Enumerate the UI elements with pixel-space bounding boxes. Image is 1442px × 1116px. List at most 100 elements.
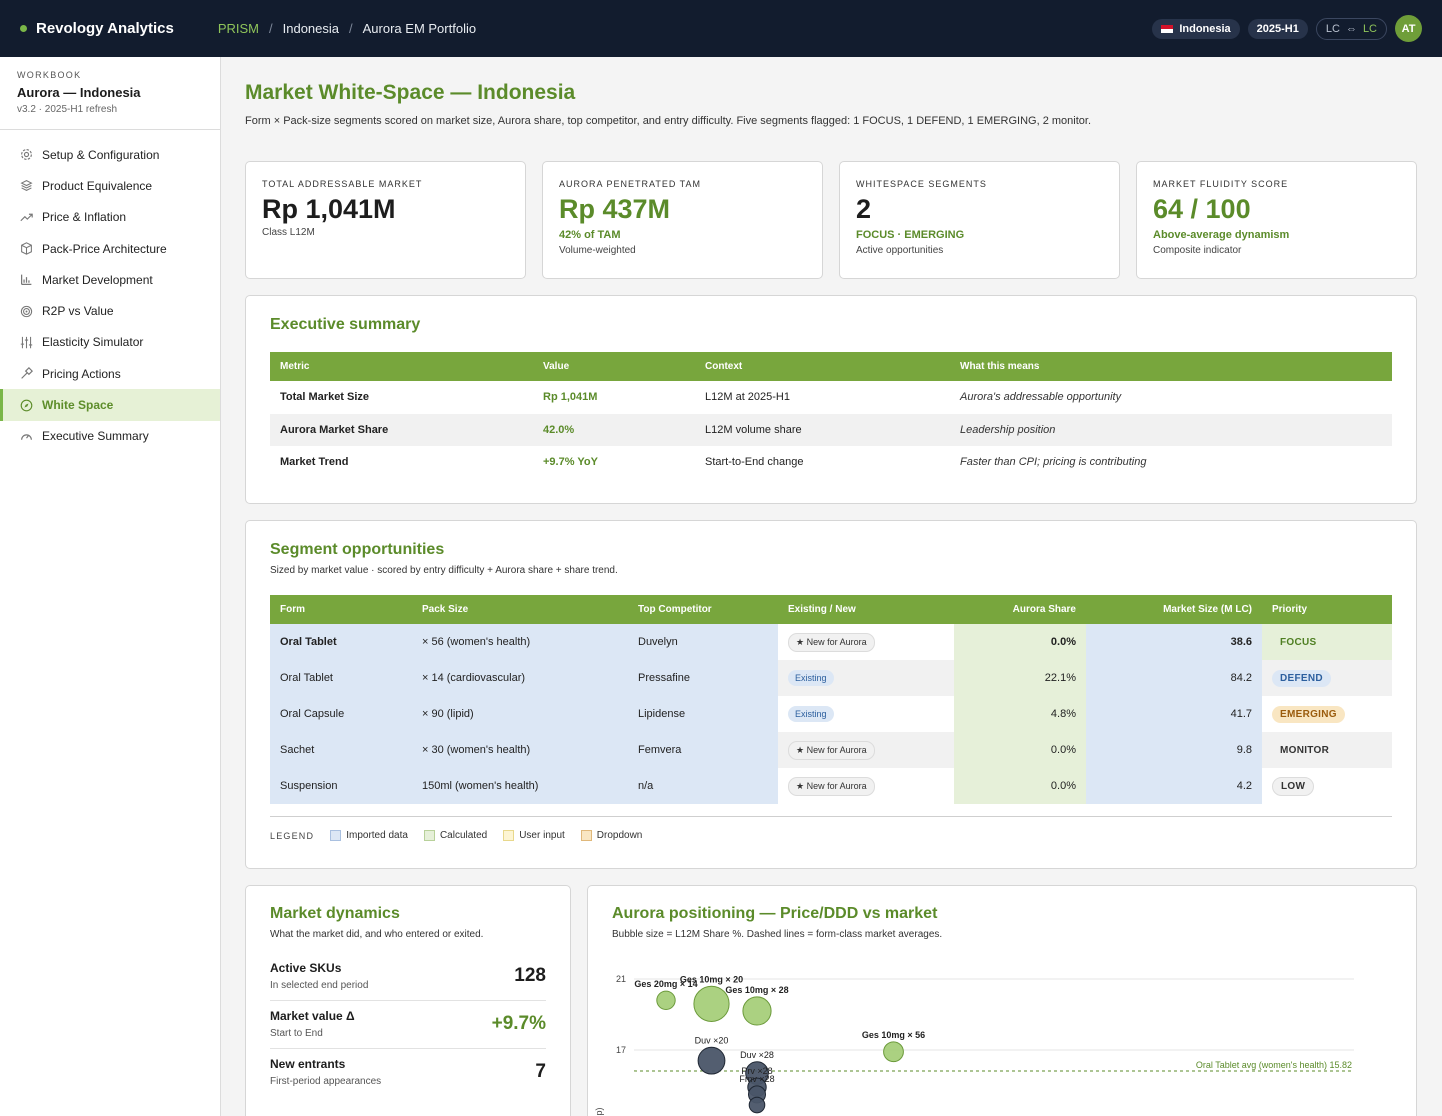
table-row[interactable]: Oral Tablet × 14 (cardiovascular) Pressa… xyxy=(270,660,1392,696)
breadcrumb-item[interactable]: Aurora EM Portfolio xyxy=(362,21,477,36)
target-icon xyxy=(20,305,33,318)
form-cell: Oral Tablet xyxy=(270,624,412,660)
existing-badge: Existing xyxy=(788,706,834,722)
avatar[interactable]: AT xyxy=(1395,15,1422,42)
workbook-header: WORKBOOK Aurora — Indonesia v3.2 · 2025-… xyxy=(0,57,220,130)
market-size-cell: 4.2 xyxy=(1086,768,1262,804)
competitor-cell: n/a xyxy=(628,768,778,804)
column-header[interactable]: Value xyxy=(533,352,695,381)
table-row[interactable]: Oral Tablet × 56 (women's health) Duvely… xyxy=(270,624,1392,660)
hammer-icon xyxy=(20,367,33,380)
table-row[interactable]: Suspension 150ml (women's health) n/a ★ … xyxy=(270,768,1392,804)
aurora-bubble[interactable] xyxy=(742,996,772,1026)
aurora-bubble[interactable] xyxy=(693,985,730,1022)
average-line-label: Oral Tablet avg (women's health) 15.82 xyxy=(1196,1060,1352,1070)
column-header[interactable]: Top Competitor xyxy=(628,595,778,624)
sidebar-item-label: Price & Inflation xyxy=(42,210,127,225)
existing-new-cell: ★ New for Aurora xyxy=(778,768,954,804)
kpi-card-total-market: TOTAL ADDRESSABLE MARKET Rp 1,041M Class… xyxy=(245,161,526,279)
segment-opportunities-card: Segment opportunities Sized by market va… xyxy=(245,520,1417,869)
bubble-label: Ges 20mg × 14 xyxy=(634,979,697,989)
brand-dot-icon xyxy=(20,25,27,32)
aurora-bubble[interactable] xyxy=(883,1041,904,1063)
positioning-card: Aurora positioning — Price/DDD vs market… xyxy=(587,885,1417,1116)
sidebar-item-label: Pack-Price Architecture xyxy=(42,241,167,256)
share-cell: 0.0% xyxy=(954,624,1086,660)
pack-size-cell: × 90 (lipid) xyxy=(412,696,628,732)
priority-badge: DEFEND xyxy=(1272,669,1331,687)
sidebar-item-pricing-actions[interactable]: Pricing Actions xyxy=(0,358,220,389)
swatch-calculated-icon xyxy=(423,830,435,841)
trend-icon xyxy=(20,211,33,224)
market-size-cell: 38.6 xyxy=(1086,624,1262,660)
market-size-cell: 9.8 xyxy=(1086,732,1262,768)
column-header[interactable]: Aurora Share xyxy=(954,595,1086,624)
top-bar: Revology Analytics PRISM / Indonesia / A… xyxy=(0,0,1442,57)
sliders-icon xyxy=(20,336,33,349)
breadcrumb: PRISM / Indonesia / Aurora EM Portfolio xyxy=(218,21,476,36)
column-header[interactable]: Priority xyxy=(1262,595,1392,624)
kpi-label: WHITESPACE SEGMENTS xyxy=(856,179,987,189)
workbook-version: v3.2 · 2025-H1 refresh xyxy=(17,104,118,115)
aurora-bubble[interactable] xyxy=(656,990,676,1010)
column-header[interactable]: Context xyxy=(695,352,950,381)
sidebar-item-label: White Space xyxy=(42,398,114,413)
sidebar-item-white-space[interactable]: White Space xyxy=(0,389,220,421)
section-subtitle: What the market did, and who entered or … xyxy=(270,929,484,940)
brand[interactable]: Revology Analytics xyxy=(20,20,174,37)
sidebar-item-label: Market Development xyxy=(42,272,153,287)
sidebar: WORKBOOK Aurora — Indonesia v3.2 · 2025-… xyxy=(0,57,221,1116)
dynamics-value: 7 xyxy=(535,1061,546,1082)
priority-cell: LOW xyxy=(1262,768,1392,804)
sidebar-item-elasticity[interactable]: Elasticity Simulator xyxy=(0,327,220,358)
sidebar-item-product-equivalence[interactable]: Product Equivalence xyxy=(0,170,220,201)
sidebar-item-market-development[interactable]: Market Development xyxy=(0,264,220,295)
list-item: Market value Δ Start to End +9.7% xyxy=(270,1001,546,1049)
workbook-title: Aurora — Indonesia xyxy=(17,85,141,100)
country-selector[interactable]: Indonesia xyxy=(1152,18,1240,39)
column-header[interactable]: Metric xyxy=(270,352,533,381)
table-row[interactable]: Oral Capsule × 90 (lipid) Lipidense Exis… xyxy=(270,696,1392,732)
column-header[interactable]: Existing / New xyxy=(778,595,954,624)
column-header[interactable]: Market Size (M LC) xyxy=(1086,595,1262,624)
breadcrumb-item[interactable]: Indonesia xyxy=(282,21,340,36)
metric-cell: Aurora Market Share xyxy=(270,413,533,446)
context-cell: L12M volume share xyxy=(695,413,950,446)
existing-badge: Existing xyxy=(788,670,834,686)
sidebar-item-r2p[interactable]: R2P vs Value xyxy=(0,295,220,326)
competitor-bubble[interactable] xyxy=(697,1046,726,1075)
kpi-value: Rp 1,041M xyxy=(262,194,396,224)
segment-table: Form Pack Size Top Competitor Existing /… xyxy=(270,595,1392,804)
box-icon xyxy=(20,242,33,255)
sidebar-item-executive-summary[interactable]: Executive Summary xyxy=(0,421,220,452)
priority-badge: MONITOR xyxy=(1280,744,1330,756)
dynamics-value: 128 xyxy=(514,965,546,986)
kpi-label: MARKET FLUIDITY SCORE xyxy=(1153,179,1289,189)
column-header[interactable]: Form xyxy=(270,595,412,624)
bubble-label: Fmv ×28 xyxy=(739,1074,774,1084)
legend-row: LEGEND Imported data Calculated User inp… xyxy=(270,816,1392,841)
form-cell: Oral Tablet xyxy=(270,660,412,696)
gauge-icon xyxy=(20,430,33,443)
legend-label: Dropdown xyxy=(596,830,643,841)
column-header[interactable]: Pack Size xyxy=(412,595,628,624)
share-cell: 0.0% xyxy=(954,732,1086,768)
currency-to: LC xyxy=(1362,22,1377,35)
table-row[interactable]: Sachet × 30 (women's health) Femvera ★ N… xyxy=(270,732,1392,768)
breadcrumb-item[interactable]: PRISM xyxy=(217,21,259,36)
sidebar-item-label: Product Equivalence xyxy=(42,178,153,193)
sidebar-item-price-inflation[interactable]: Price & Inflation xyxy=(0,202,220,233)
dynamics-list: Active SKUs In selected end period 128 Ma… xyxy=(270,953,546,1096)
priority-badge: FOCUS xyxy=(1280,636,1317,648)
sidebar-item-setup[interactable]: Setup & Configuration xyxy=(0,139,220,170)
column-header[interactable]: What this means xyxy=(950,352,1392,381)
dynamics-sub: First-period appearances xyxy=(270,1076,382,1087)
period-selector[interactable]: 2025-H1 xyxy=(1247,18,1308,39)
new-badge: ★ New for Aurora xyxy=(788,632,875,652)
brand-name: Revology Analytics xyxy=(36,20,174,37)
competitor-bubble[interactable] xyxy=(748,1096,766,1114)
main-content: Market White-Space — Indonesia Form × Pa… xyxy=(221,57,1442,1116)
currency-toggle[interactable]: LC ⇔ LC xyxy=(1315,17,1387,40)
sidebar-item-pack-price[interactable]: Pack-Price Architecture xyxy=(0,233,220,264)
